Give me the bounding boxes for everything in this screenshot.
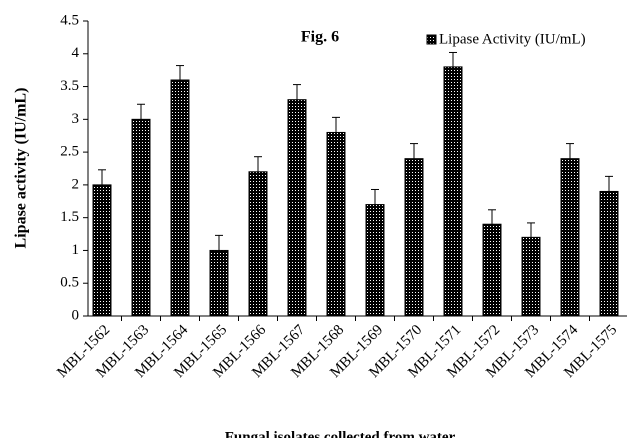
bar xyxy=(560,158,580,317)
bar xyxy=(131,118,151,317)
bar xyxy=(170,79,190,317)
y-tick-label: 3 xyxy=(72,111,80,127)
bar xyxy=(404,158,424,317)
bar xyxy=(521,236,541,317)
bar xyxy=(248,171,268,317)
bar xyxy=(287,99,307,317)
y-tick-label: 4 xyxy=(72,45,80,61)
bar xyxy=(482,223,502,317)
y-tick-label: 1.5 xyxy=(60,209,79,225)
legend-swatch xyxy=(426,34,437,45)
y-tick-label: 0 xyxy=(72,307,80,323)
bar xyxy=(92,184,112,317)
bar xyxy=(326,131,346,317)
y-tick-label: 2 xyxy=(72,176,80,192)
y-tick-label: 4.5 xyxy=(60,12,79,28)
legend-label: Lipase Activity (IU/mL) xyxy=(439,31,586,47)
bar xyxy=(443,66,463,317)
bar xyxy=(365,204,385,317)
y-tick-label: 2.5 xyxy=(60,144,79,160)
bar xyxy=(209,249,229,317)
bar xyxy=(599,190,619,317)
y-tick-label: 3.5 xyxy=(60,78,79,94)
x-axis-label: Fungal isolates collected from water xyxy=(225,429,456,438)
chart-title: Fig. 6 xyxy=(301,29,339,46)
y-tick-label: 0.5 xyxy=(60,275,79,291)
y-tick-label: 1 xyxy=(72,242,80,258)
y-axis-label: Lipase activity (IU/mL) xyxy=(13,88,30,249)
